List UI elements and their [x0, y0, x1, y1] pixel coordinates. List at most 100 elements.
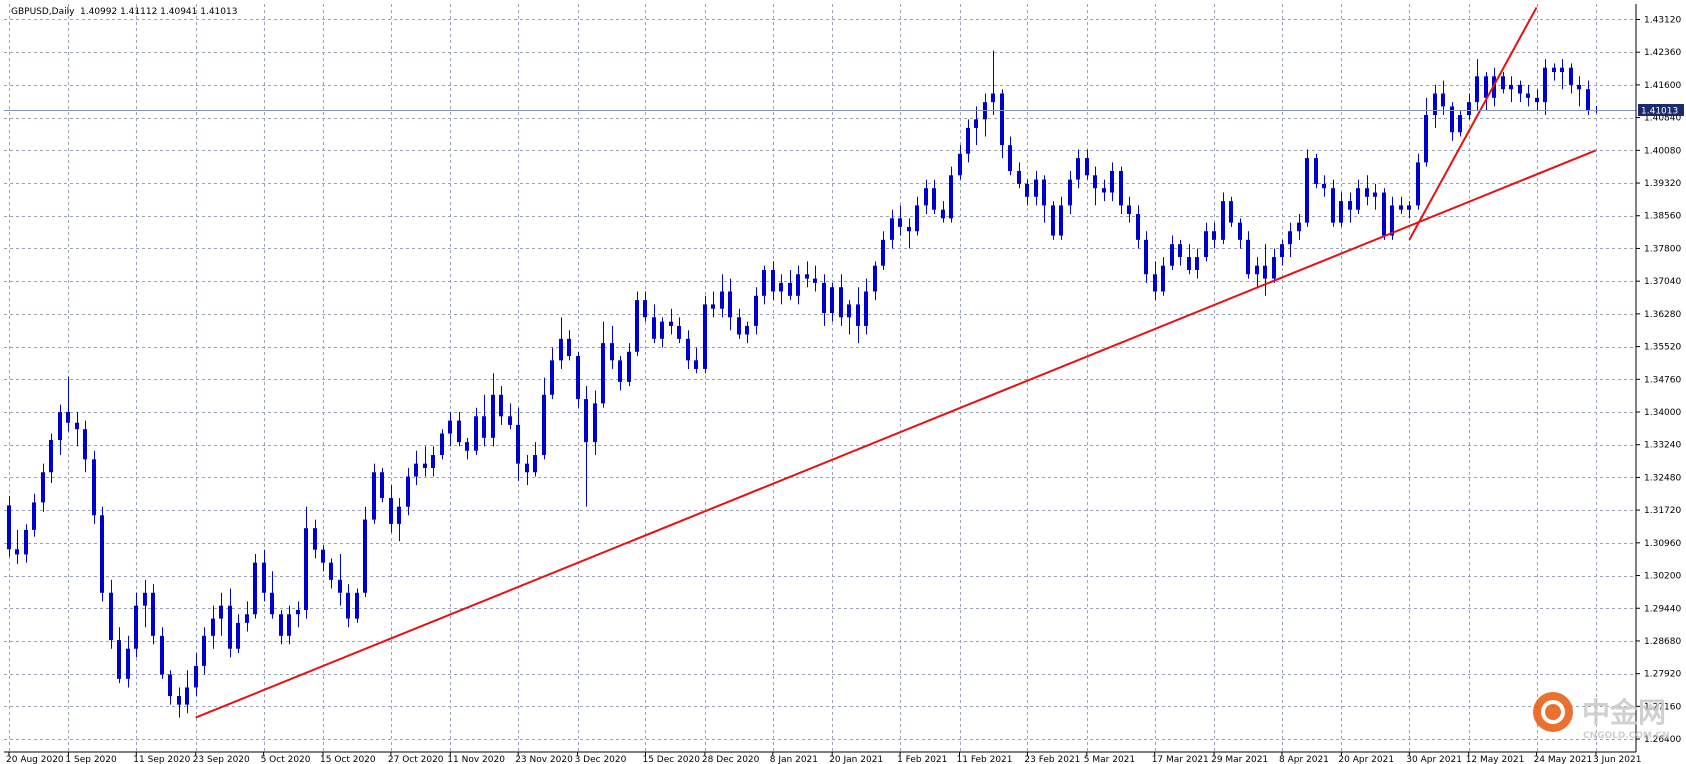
candle: [228, 588, 232, 658]
candle: [202, 627, 206, 675]
candle: [958, 145, 962, 180]
candle: [924, 179, 928, 215]
candle-body: [431, 455, 435, 468]
trendline[interactable]: [1408, 6, 1538, 241]
candle: [1373, 183, 1377, 210]
candle-body: [822, 282, 826, 314]
trendline[interactable]: [195, 149, 1597, 719]
candle: [1238, 218, 1242, 249]
price-tick-label: 1.28680: [1644, 637, 1681, 647]
candles: [7, 50, 1598, 718]
candle-body: [881, 239, 885, 266]
candle-body: [788, 282, 792, 296]
candle: [262, 549, 266, 602]
candle: [1136, 205, 1140, 249]
candle-body: [143, 592, 147, 606]
price-tick-label: 1.27160: [1644, 702, 1681, 712]
candle-body: [1238, 222, 1242, 240]
candle: [1246, 231, 1250, 279]
candle: [1212, 222, 1216, 249]
candle-body: [1314, 158, 1318, 184]
candle-body: [711, 304, 715, 309]
time-tick-label: 1 Feb 2021: [897, 755, 947, 764]
candle: [1484, 72, 1488, 111]
candle: [406, 467, 410, 516]
candle-body: [890, 218, 894, 240]
price-tick-label: 1.37800: [1644, 244, 1681, 254]
candle-body: [593, 403, 597, 443]
candle: [932, 179, 936, 215]
candle: [516, 407, 520, 481]
candle-body: [991, 93, 995, 103]
candle-body: [1204, 231, 1208, 258]
candle-body: [1348, 201, 1352, 210]
candle: [941, 201, 945, 223]
chart-info: GBPUSD,Daily 1.40992 1.41112 1.40941 1.4…: [11, 7, 237, 17]
candle: [711, 291, 715, 318]
candle-body: [584, 399, 588, 443]
candle: [652, 304, 656, 344]
candle: [1399, 196, 1403, 215]
candle-body: [813, 278, 817, 283]
candle-body: [100, 515, 104, 593]
candle: [533, 442, 537, 477]
candle: [1543, 59, 1547, 116]
candle-body: [109, 592, 113, 641]
candle-body: [338, 579, 342, 593]
candle: [457, 412, 461, 447]
candle: [796, 265, 800, 305]
candle-body: [1076, 158, 1080, 180]
candle: [1034, 170, 1038, 206]
candle-body: [279, 614, 283, 636]
candle: [1102, 179, 1106, 202]
candle: [966, 119, 970, 163]
candle: [151, 584, 155, 645]
time-tick-label: 23 Feb 2021: [1024, 755, 1080, 764]
price-tick-label: 1.26400: [1644, 735, 1681, 745]
candle: [1339, 192, 1343, 227]
candle-body: [457, 420, 461, 443]
candle-body: [24, 529, 28, 555]
candle-body: [329, 562, 333, 580]
candle-body: [134, 605, 138, 649]
candle: [431, 446, 435, 477]
candle-body: [1569, 67, 1573, 85]
candle: [355, 588, 359, 623]
candle-body: [245, 614, 249, 623]
candle: [694, 347, 698, 374]
candle-body: [185, 687, 189, 705]
time-tick-label: 24 May 2021: [1534, 755, 1593, 764]
candle: [1187, 244, 1191, 275]
candle: [686, 330, 690, 369]
candle: [92, 450, 96, 524]
candle-body: [1365, 188, 1369, 197]
candle: [703, 295, 707, 374]
time-tick-label: 30 Apr 2021: [1406, 755, 1462, 764]
candle: [1178, 239, 1182, 266]
candle-body: [75, 422, 79, 430]
candle: [669, 308, 673, 335]
candle: [134, 592, 138, 658]
candle: [363, 506, 367, 598]
candle: [185, 670, 189, 714]
candle-body: [262, 562, 266, 593]
candle-body: [627, 351, 631, 382]
candle-body: [1424, 115, 1428, 163]
candle: [380, 467, 384, 503]
candle-body: [830, 287, 834, 314]
candle-body: [372, 472, 376, 520]
candle-body: [1059, 205, 1063, 236]
candle: [1305, 149, 1309, 227]
candle: [1356, 179, 1360, 215]
candle-body: [151, 592, 155, 636]
candle-body: [1187, 257, 1191, 270]
time-tick-label: 23 Sep 2020: [193, 755, 250, 764]
candle: [839, 274, 843, 326]
candle-body: [380, 472, 384, 499]
candle-body: [1221, 201, 1225, 240]
candle: [1569, 63, 1573, 94]
candle-body: [898, 218, 902, 227]
candle: [627, 343, 631, 387]
candle-body: [287, 614, 291, 636]
